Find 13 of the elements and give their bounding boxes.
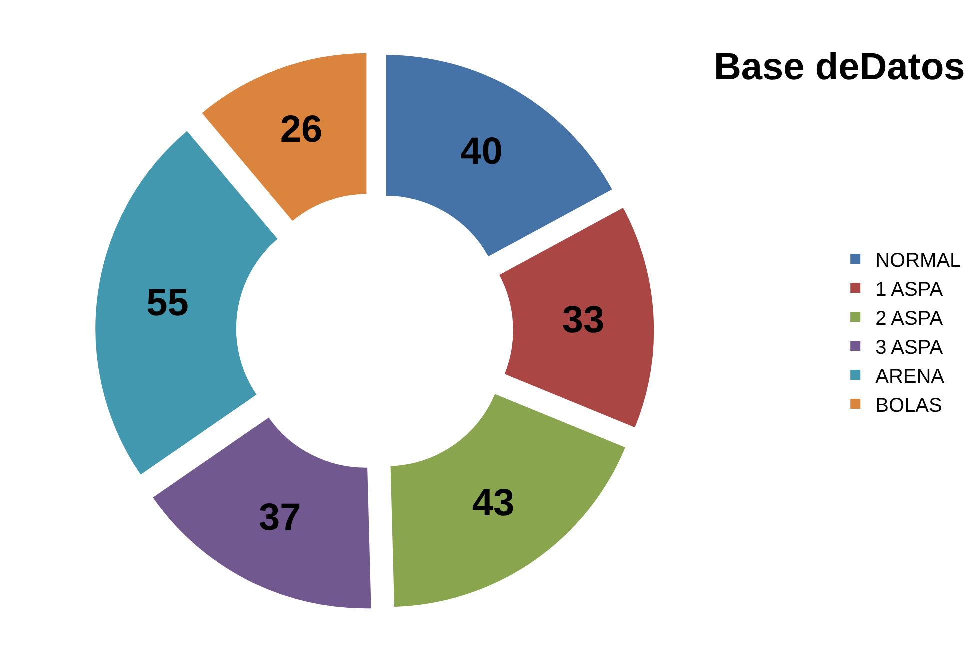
data-label: 37 bbox=[259, 496, 302, 539]
chart-title: Base deDatos bbox=[714, 46, 966, 89]
data-label: 55 bbox=[146, 282, 189, 325]
legend-label: 2 ASPA bbox=[876, 308, 944, 330]
legend-label: BOLAS bbox=[876, 394, 942, 417]
legend-label: 3 ASPA bbox=[876, 336, 944, 359]
data-label: 26 bbox=[280, 109, 323, 152]
data-label: 40 bbox=[460, 130, 503, 173]
data-label: 33 bbox=[562, 299, 605, 342]
data-label: 43 bbox=[472, 482, 515, 524]
legend-label: NORMAL bbox=[876, 250, 962, 272]
legend-label: 1 ASPA bbox=[876, 278, 944, 301]
legend-label: ARENA bbox=[876, 366, 946, 388]
